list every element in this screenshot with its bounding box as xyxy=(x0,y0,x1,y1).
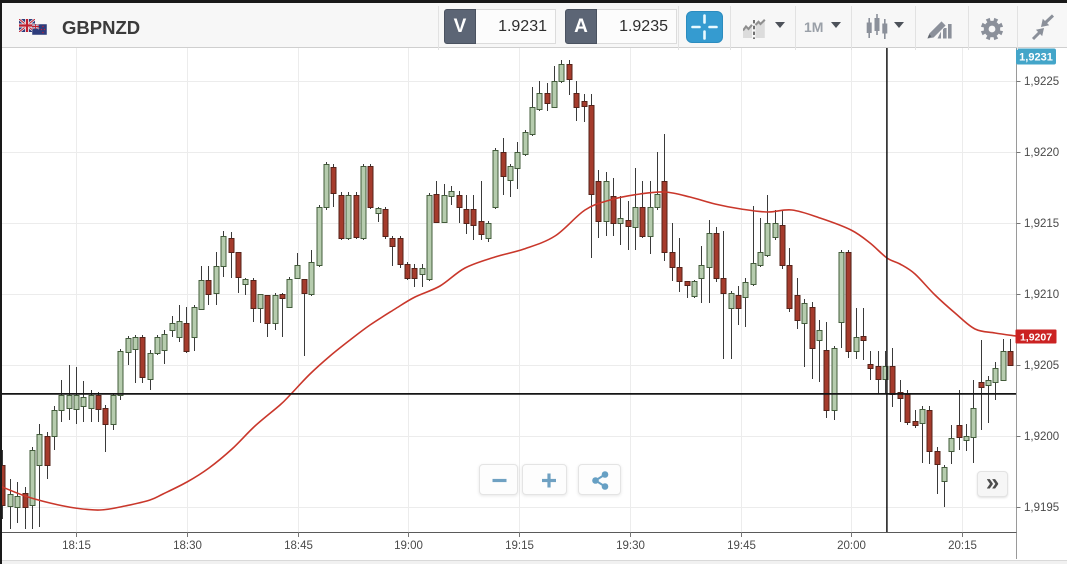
svg-text:1,9215: 1,9215 xyxy=(1024,218,1059,230)
svg-text:18:45: 18:45 xyxy=(284,540,313,552)
svg-text:1,9205: 1,9205 xyxy=(1024,360,1059,372)
svg-text:1,9220: 1,9220 xyxy=(1024,147,1059,159)
svg-text:19:00: 19:00 xyxy=(394,540,423,552)
svg-text:1,9210: 1,9210 xyxy=(1024,289,1059,301)
svg-text:19:45: 19:45 xyxy=(727,540,756,552)
svg-text:1,9207: 1,9207 xyxy=(1020,332,1052,344)
svg-text:1,9200: 1,9200 xyxy=(1024,431,1059,443)
svg-text:1,9231: 1,9231 xyxy=(1019,52,1053,64)
svg-text:20:15: 20:15 xyxy=(948,540,977,552)
svg-text:20:00: 20:00 xyxy=(837,540,866,552)
svg-text:1,9195: 1,9195 xyxy=(1024,502,1059,514)
svg-text:18:30: 18:30 xyxy=(173,540,202,552)
svg-text:19:30: 19:30 xyxy=(616,540,645,552)
svg-text:1,9225: 1,9225 xyxy=(1024,76,1059,88)
svg-text:19:15: 19:15 xyxy=(505,540,534,552)
svg-text:18:15: 18:15 xyxy=(62,540,91,552)
